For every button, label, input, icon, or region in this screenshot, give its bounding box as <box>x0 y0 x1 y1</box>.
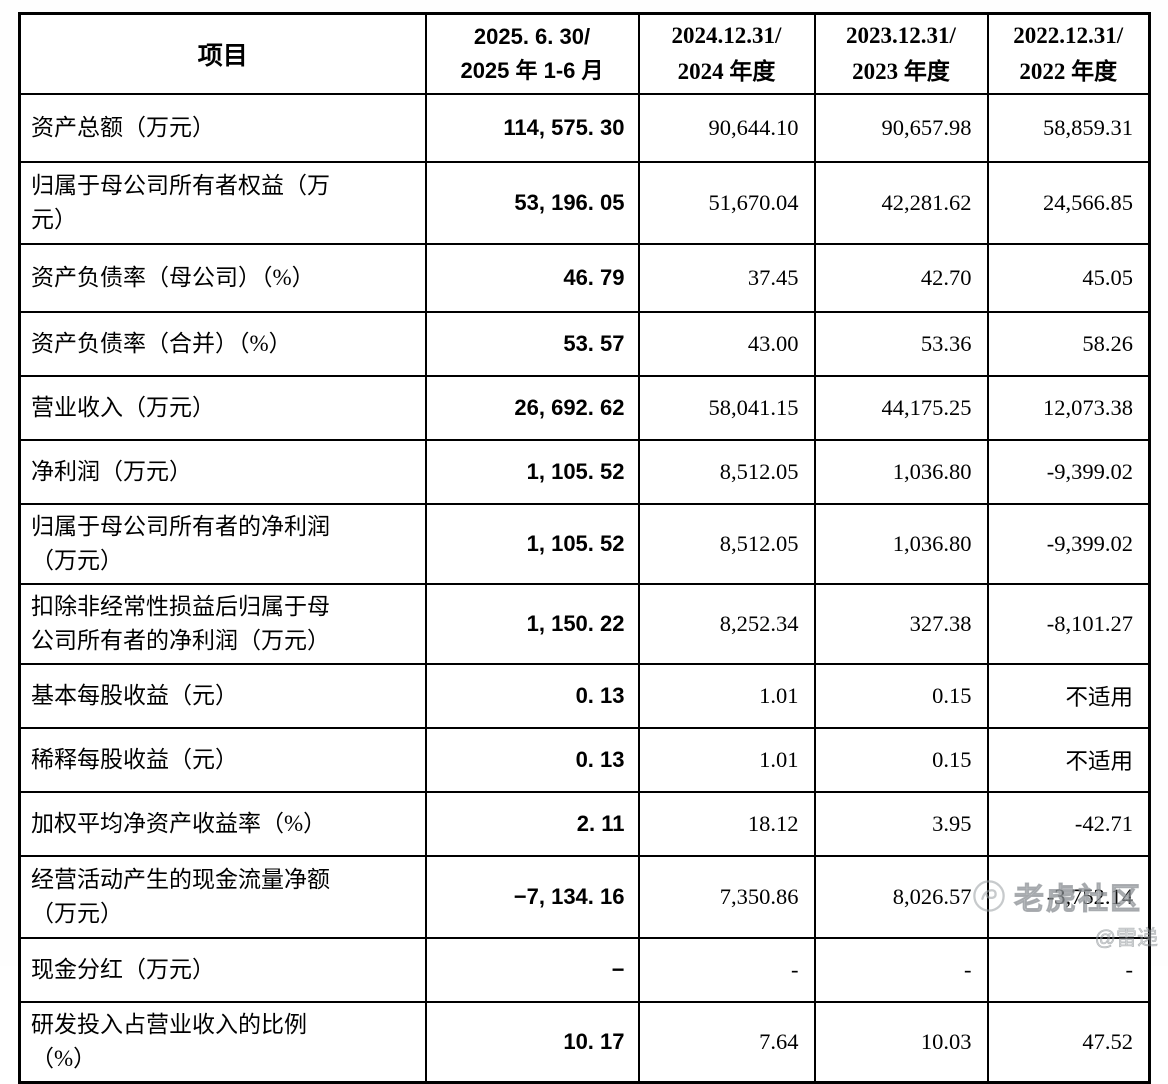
cell-value: -42.71 <box>986 791 1151 857</box>
cell-value: 47.52 <box>986 1001 1151 1084</box>
row-label: 营业收入（万元） <box>18 375 427 441</box>
row-label: 归属于母公司所有者的净利润 （万元） <box>18 503 427 585</box>
cell-value: - <box>986 937 1151 1003</box>
cell-value: 42.70 <box>813 243 989 313</box>
cell-value: 1, 105. 52 <box>424 439 640 505</box>
row-label: 基本每股收益（元） <box>18 663 427 729</box>
cell-value: 7.64 <box>637 1001 816 1084</box>
table-header-row: 项目 2025. 6. 30/ 2025 年 1-6 月 2024.12.31/… <box>18 12 1151 95</box>
cell-value: 0.15 <box>813 663 989 729</box>
cell-value: - <box>637 937 816 1003</box>
row-label: 经营活动产生的现金流量净额 （万元） <box>18 855 427 939</box>
cell-value: 53, 196. 05 <box>424 161 640 245</box>
cell-value: 1,036.80 <box>813 503 989 585</box>
cell-value: 58,859.31 <box>986 93 1151 163</box>
row-label: 现金分红（万元） <box>18 937 427 1003</box>
cell-value: 18.12 <box>637 791 816 857</box>
cell-value: 1,036.80 <box>813 439 989 505</box>
cell-value: -3,752.14 <box>986 855 1151 939</box>
table-row-net-profit: 净利润（万元） 1, 105. 52 8,512.05 1,036.80 -9,… <box>18 439 1151 505</box>
cell-value: 0. 13 <box>424 727 640 793</box>
column-header-item: 项目 <box>18 12 427 95</box>
table-row-debt-ratio-parent: 资产负债率（母公司）（%） 46. 79 37.45 42.70 45.05 <box>18 243 1151 313</box>
cell-value: 0. 13 <box>424 663 640 729</box>
column-header-2023: 2023.12.31/ 2023 年度 <box>813 12 989 95</box>
table-row-total-assets: 资产总额（万元） 114, 575. 30 90,644.10 90,657.9… <box>18 93 1151 163</box>
page-background: 项目 2025. 6. 30/ 2025 年 1-6 月 2024.12.31/… <box>18 12 1159 1084</box>
cell-value: 0.15 <box>813 727 989 793</box>
cell-value: 90,657.98 <box>813 93 989 163</box>
row-label: 研发投入占营业收入的比例 （%） <box>18 1001 427 1084</box>
cell-value: 43.00 <box>637 311 816 377</box>
column-header-2024: 2024.12.31/ 2024 年度 <box>637 12 816 95</box>
cell-value: 114, 575. 30 <box>424 93 640 163</box>
table-row-rd-expense-ratio: 研发投入占营业收入的比例 （%） 10. 17 7.64 10.03 47.52 <box>18 1001 1151 1084</box>
row-label: 净利润（万元） <box>18 439 427 505</box>
cell-value: − <box>424 937 640 1003</box>
cell-value: 327.38 <box>813 583 989 665</box>
cell-value: −7, 134. 16 <box>424 855 640 939</box>
cell-value: 26, 692. 62 <box>424 375 640 441</box>
cell-value: 58,041.15 <box>637 375 816 441</box>
cell-value: 7,350.86 <box>637 855 816 939</box>
cell-value: 1.01 <box>637 727 816 793</box>
cell-value: 24,566.85 <box>986 161 1151 245</box>
row-label: 资产总额（万元） <box>18 93 427 163</box>
row-label: 扣除非经常性损益后归属于母 公司所有者的净利润（万元） <box>18 583 427 665</box>
cell-value: 45.05 <box>986 243 1151 313</box>
table-row-parent-equity: 归属于母公司所有者权益（万 元） 53, 196. 05 51,670.04 4… <box>18 161 1151 245</box>
cell-value: 46. 79 <box>424 243 640 313</box>
column-header-2022: 2022.12.31/ 2022 年度 <box>986 12 1151 95</box>
table-row-cash-dividend: 现金分红（万元） − - - - <box>18 937 1151 1003</box>
row-label: 归属于母公司所有者权益（万 元） <box>18 161 427 245</box>
cell-value: - <box>813 937 989 1003</box>
cell-value: 8,512.05 <box>637 503 816 585</box>
table-row-diluted-eps: 稀释每股收益（元） 0. 13 1.01 0.15 不适用 <box>18 727 1151 793</box>
table-row-basic-eps: 基本每股收益（元） 0. 13 1.01 0.15 不适用 <box>18 663 1151 729</box>
cell-value: 90,644.10 <box>637 93 816 163</box>
cell-value: -8,101.27 <box>986 583 1151 665</box>
cell-value: 10.03 <box>813 1001 989 1084</box>
cell-value: 8,026.57 <box>813 855 989 939</box>
cell-value: 3.95 <box>813 791 989 857</box>
cell-value: 44,175.25 <box>813 375 989 441</box>
column-header-2025h1: 2025. 6. 30/ 2025 年 1-6 月 <box>424 12 640 95</box>
table-row-revenue: 营业收入（万元） 26, 692. 62 58,041.15 44,175.25… <box>18 375 1151 441</box>
row-label: 稀释每股收益（元） <box>18 727 427 793</box>
table-row-operating-cash-flow: 经营活动产生的现金流量净额 （万元） −7, 134. 16 7,350.86 … <box>18 855 1151 939</box>
row-label: 资产负债率（合并）（%） <box>18 311 427 377</box>
cell-value: 53. 57 <box>424 311 640 377</box>
cell-value: 10. 17 <box>424 1001 640 1084</box>
table-row-net-profit-parent: 归属于母公司所有者的净利润 （万元） 1, 105. 52 8,512.05 1… <box>18 503 1151 585</box>
cell-value: 12,073.38 <box>986 375 1151 441</box>
row-label: 加权平均净资产收益率（%） <box>18 791 427 857</box>
cell-value: 不适用 <box>986 727 1151 793</box>
cell-value: 不适用 <box>986 663 1151 729</box>
cell-value: 37.45 <box>637 243 816 313</box>
cell-value: -9,399.02 <box>986 503 1151 585</box>
cell-value: 51,670.04 <box>637 161 816 245</box>
cell-value: 1, 105. 52 <box>424 503 640 585</box>
table-row-debt-ratio-consolidated: 资产负债率（合并）（%） 53. 57 43.00 53.36 58.26 <box>18 311 1151 377</box>
cell-value: 53.36 <box>813 311 989 377</box>
row-label: 资产负债率（母公司）（%） <box>18 243 427 313</box>
cell-value: 8,252.34 <box>637 583 816 665</box>
key-financials-table: 项目 2025. 6. 30/ 2025 年 1-6 月 2024.12.31/… <box>18 12 1151 1084</box>
cell-value: 8,512.05 <box>637 439 816 505</box>
cell-value: 58.26 <box>986 311 1151 377</box>
table-row-net-profit-excl-nonrecurring: 扣除非经常性损益后归属于母 公司所有者的净利润（万元） 1, 150. 22 8… <box>18 583 1151 665</box>
cell-value: 1, 150. 22 <box>424 583 640 665</box>
cell-value: 1.01 <box>637 663 816 729</box>
cell-value: -9,399.02 <box>986 439 1151 505</box>
cell-value: 42,281.62 <box>813 161 989 245</box>
table-row-weighted-avg-roe: 加权平均净资产收益率（%） 2. 11 18.12 3.95 -42.71 <box>18 791 1151 857</box>
cell-value: 2. 11 <box>424 791 640 857</box>
